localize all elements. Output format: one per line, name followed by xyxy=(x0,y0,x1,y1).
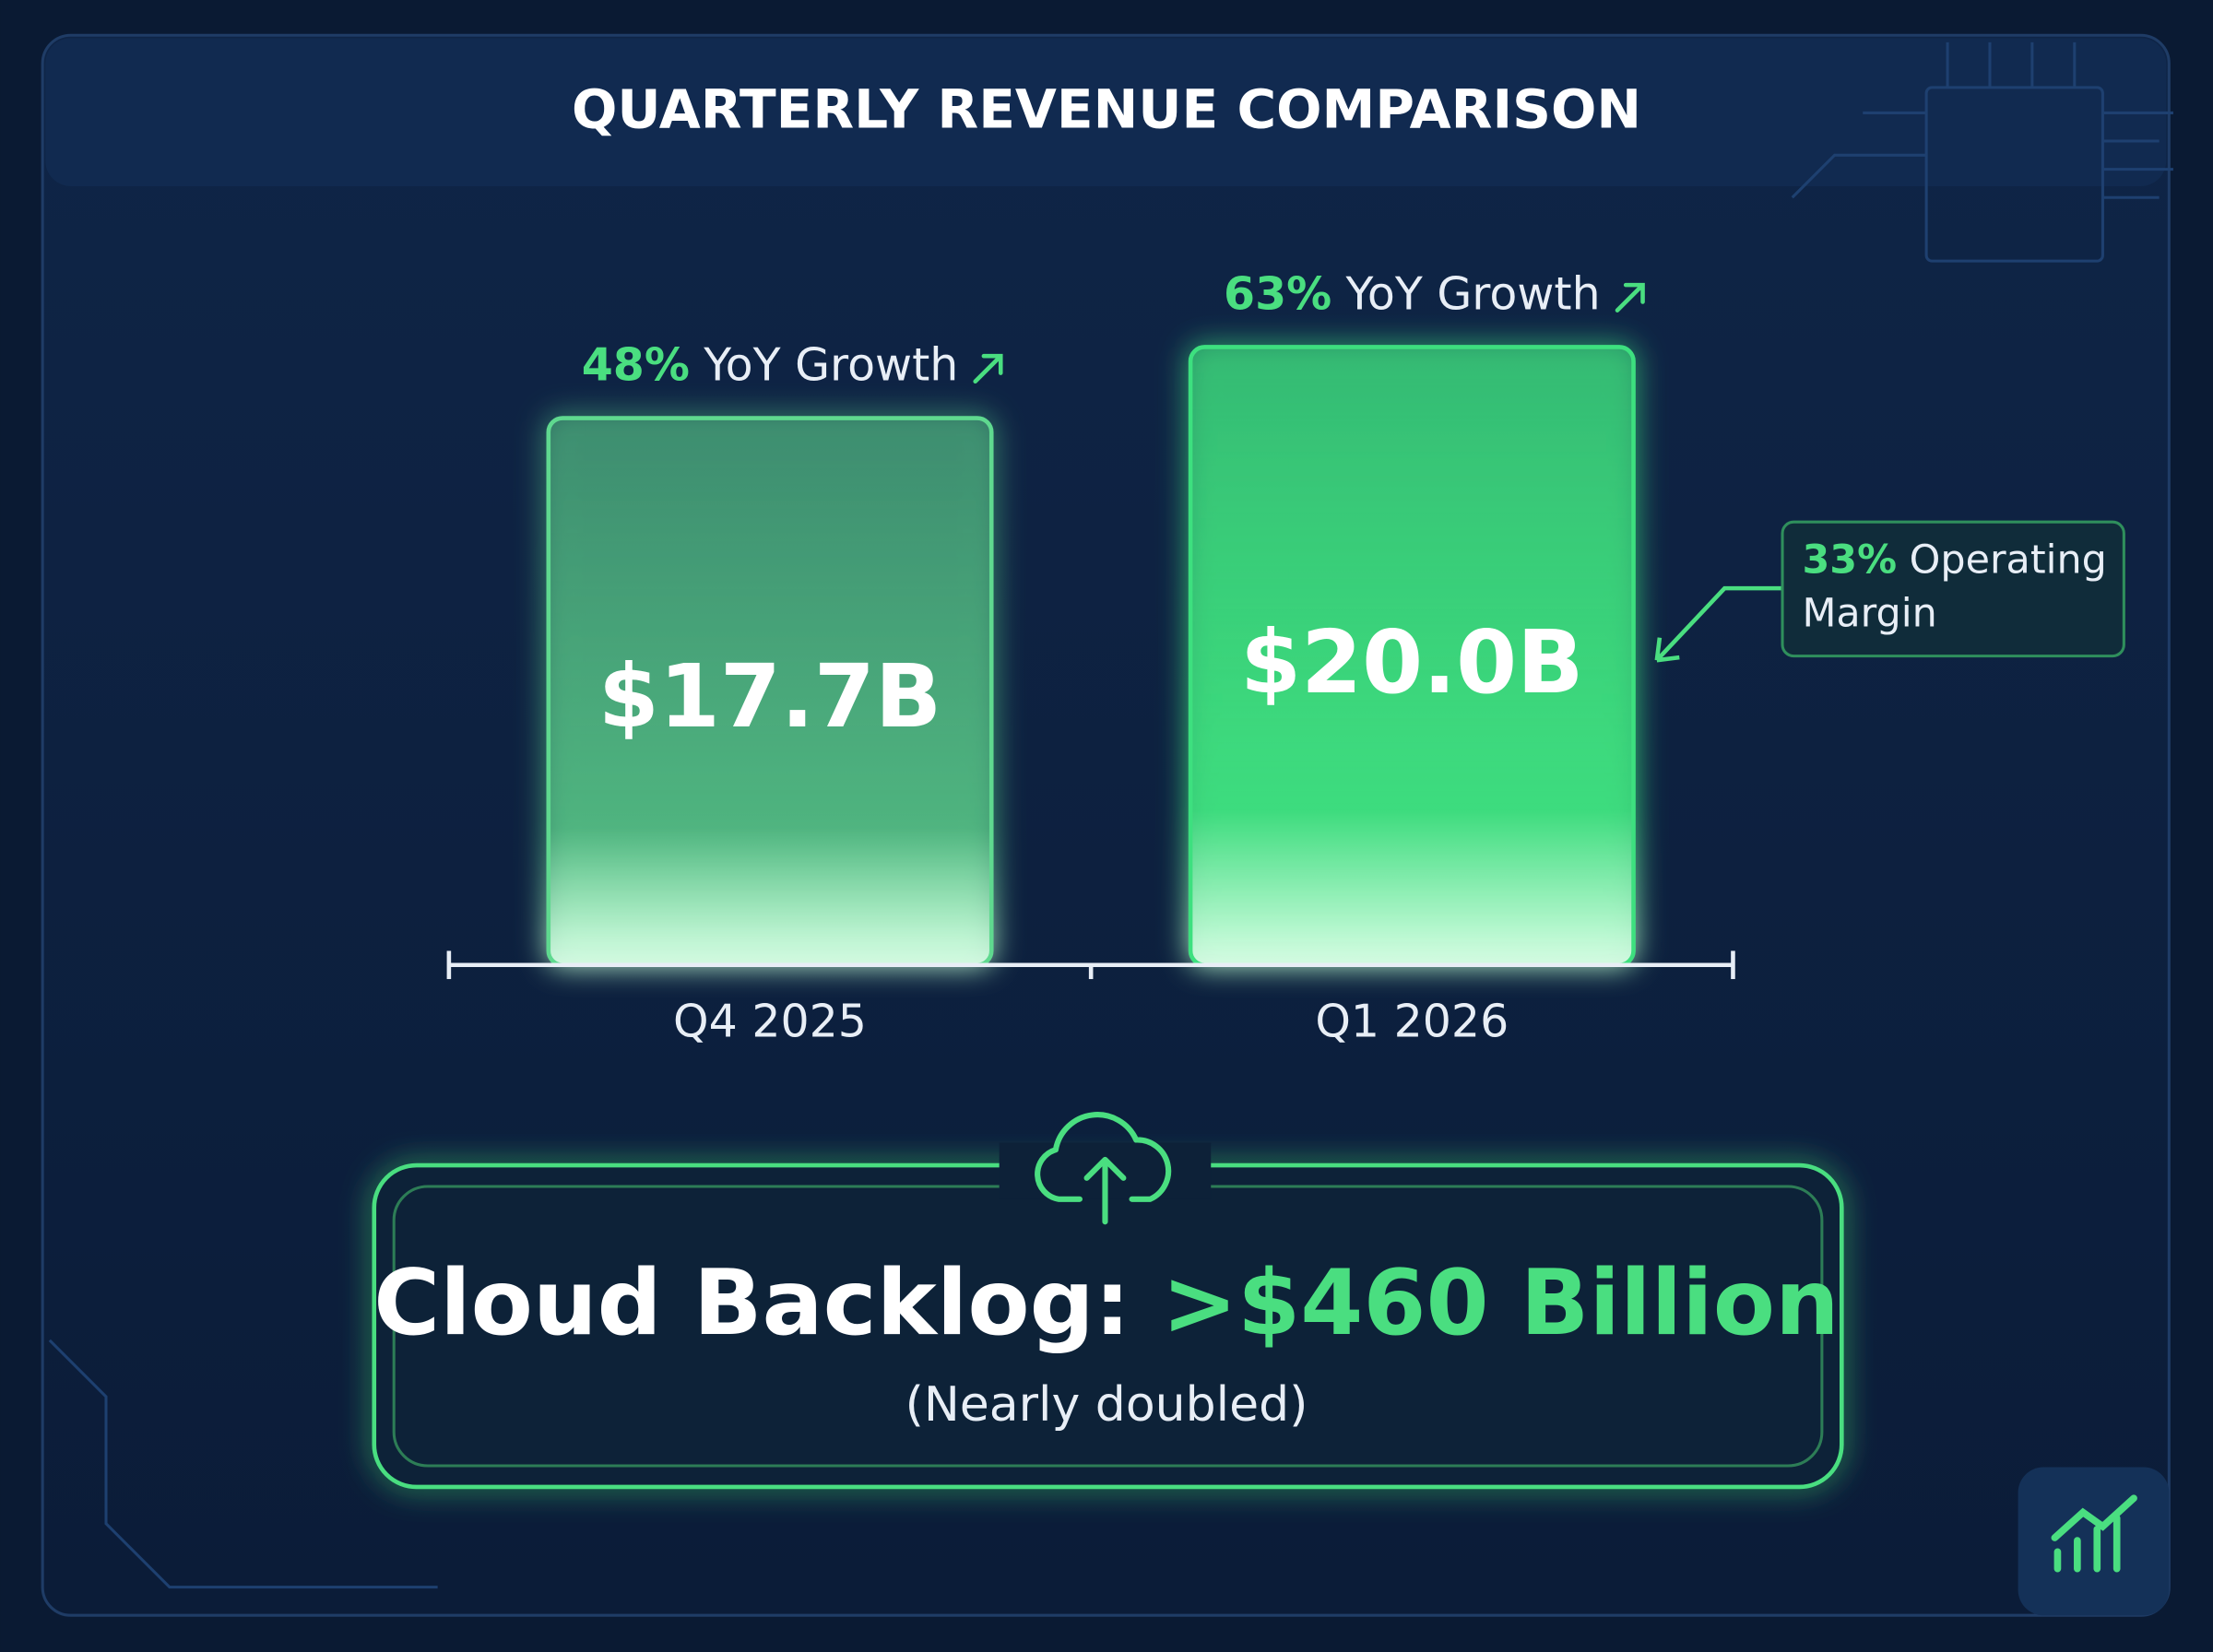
callout-arrow xyxy=(1654,585,1781,663)
value-label: $17.7B xyxy=(598,646,941,748)
title-band xyxy=(45,38,2167,187)
growth-arrow xyxy=(1615,282,1645,313)
traces xyxy=(1791,41,2173,199)
callout-value: 33% xyxy=(1802,536,1898,584)
traces-bottom xyxy=(48,1339,438,1589)
logo xyxy=(2051,1494,2137,1573)
callout-text: 33% Operating Margin xyxy=(1782,522,2136,652)
chip xyxy=(1924,86,2104,263)
x-tick-label: Q1 2026 xyxy=(1315,996,1509,1048)
cloud-arrow xyxy=(1083,1156,1127,1225)
callout-fo: 33% Operating Margin xyxy=(1782,522,2136,652)
circuit-decoration xyxy=(48,41,2173,1589)
chart-title: QUARTERLY REVENUE COMPARISON xyxy=(572,78,1641,141)
growth-text: YoY Growth xyxy=(1345,267,1601,320)
cloud-outline xyxy=(1035,1112,1172,1202)
callout-label: Operating Margin xyxy=(1802,536,2107,637)
x-tick-label: Q4 2025 xyxy=(673,996,867,1048)
backlog-label: Cloud Backlog: xyxy=(373,1251,1130,1356)
growth-value: 48% xyxy=(582,338,690,391)
callout-box xyxy=(1781,520,2125,658)
growth-text: YoY Growth xyxy=(703,338,958,391)
growth-annotation: 48% YoY Growth xyxy=(582,338,959,391)
backlog-headline: Cloud Backlog: >$460 Billion xyxy=(373,1251,1840,1356)
value-label: $20.0B xyxy=(1240,612,1583,714)
growth-value: 63% xyxy=(1224,267,1331,320)
growth-annotation: 63% YoY Growth xyxy=(1224,267,1601,320)
cloud-icon xyxy=(1035,1112,1172,1225)
growth-arrow xyxy=(973,353,1003,384)
backlog-value: >$460 Billion xyxy=(1162,1251,1840,1356)
backlog-note: (Nearly doubled) xyxy=(905,1377,1308,1433)
